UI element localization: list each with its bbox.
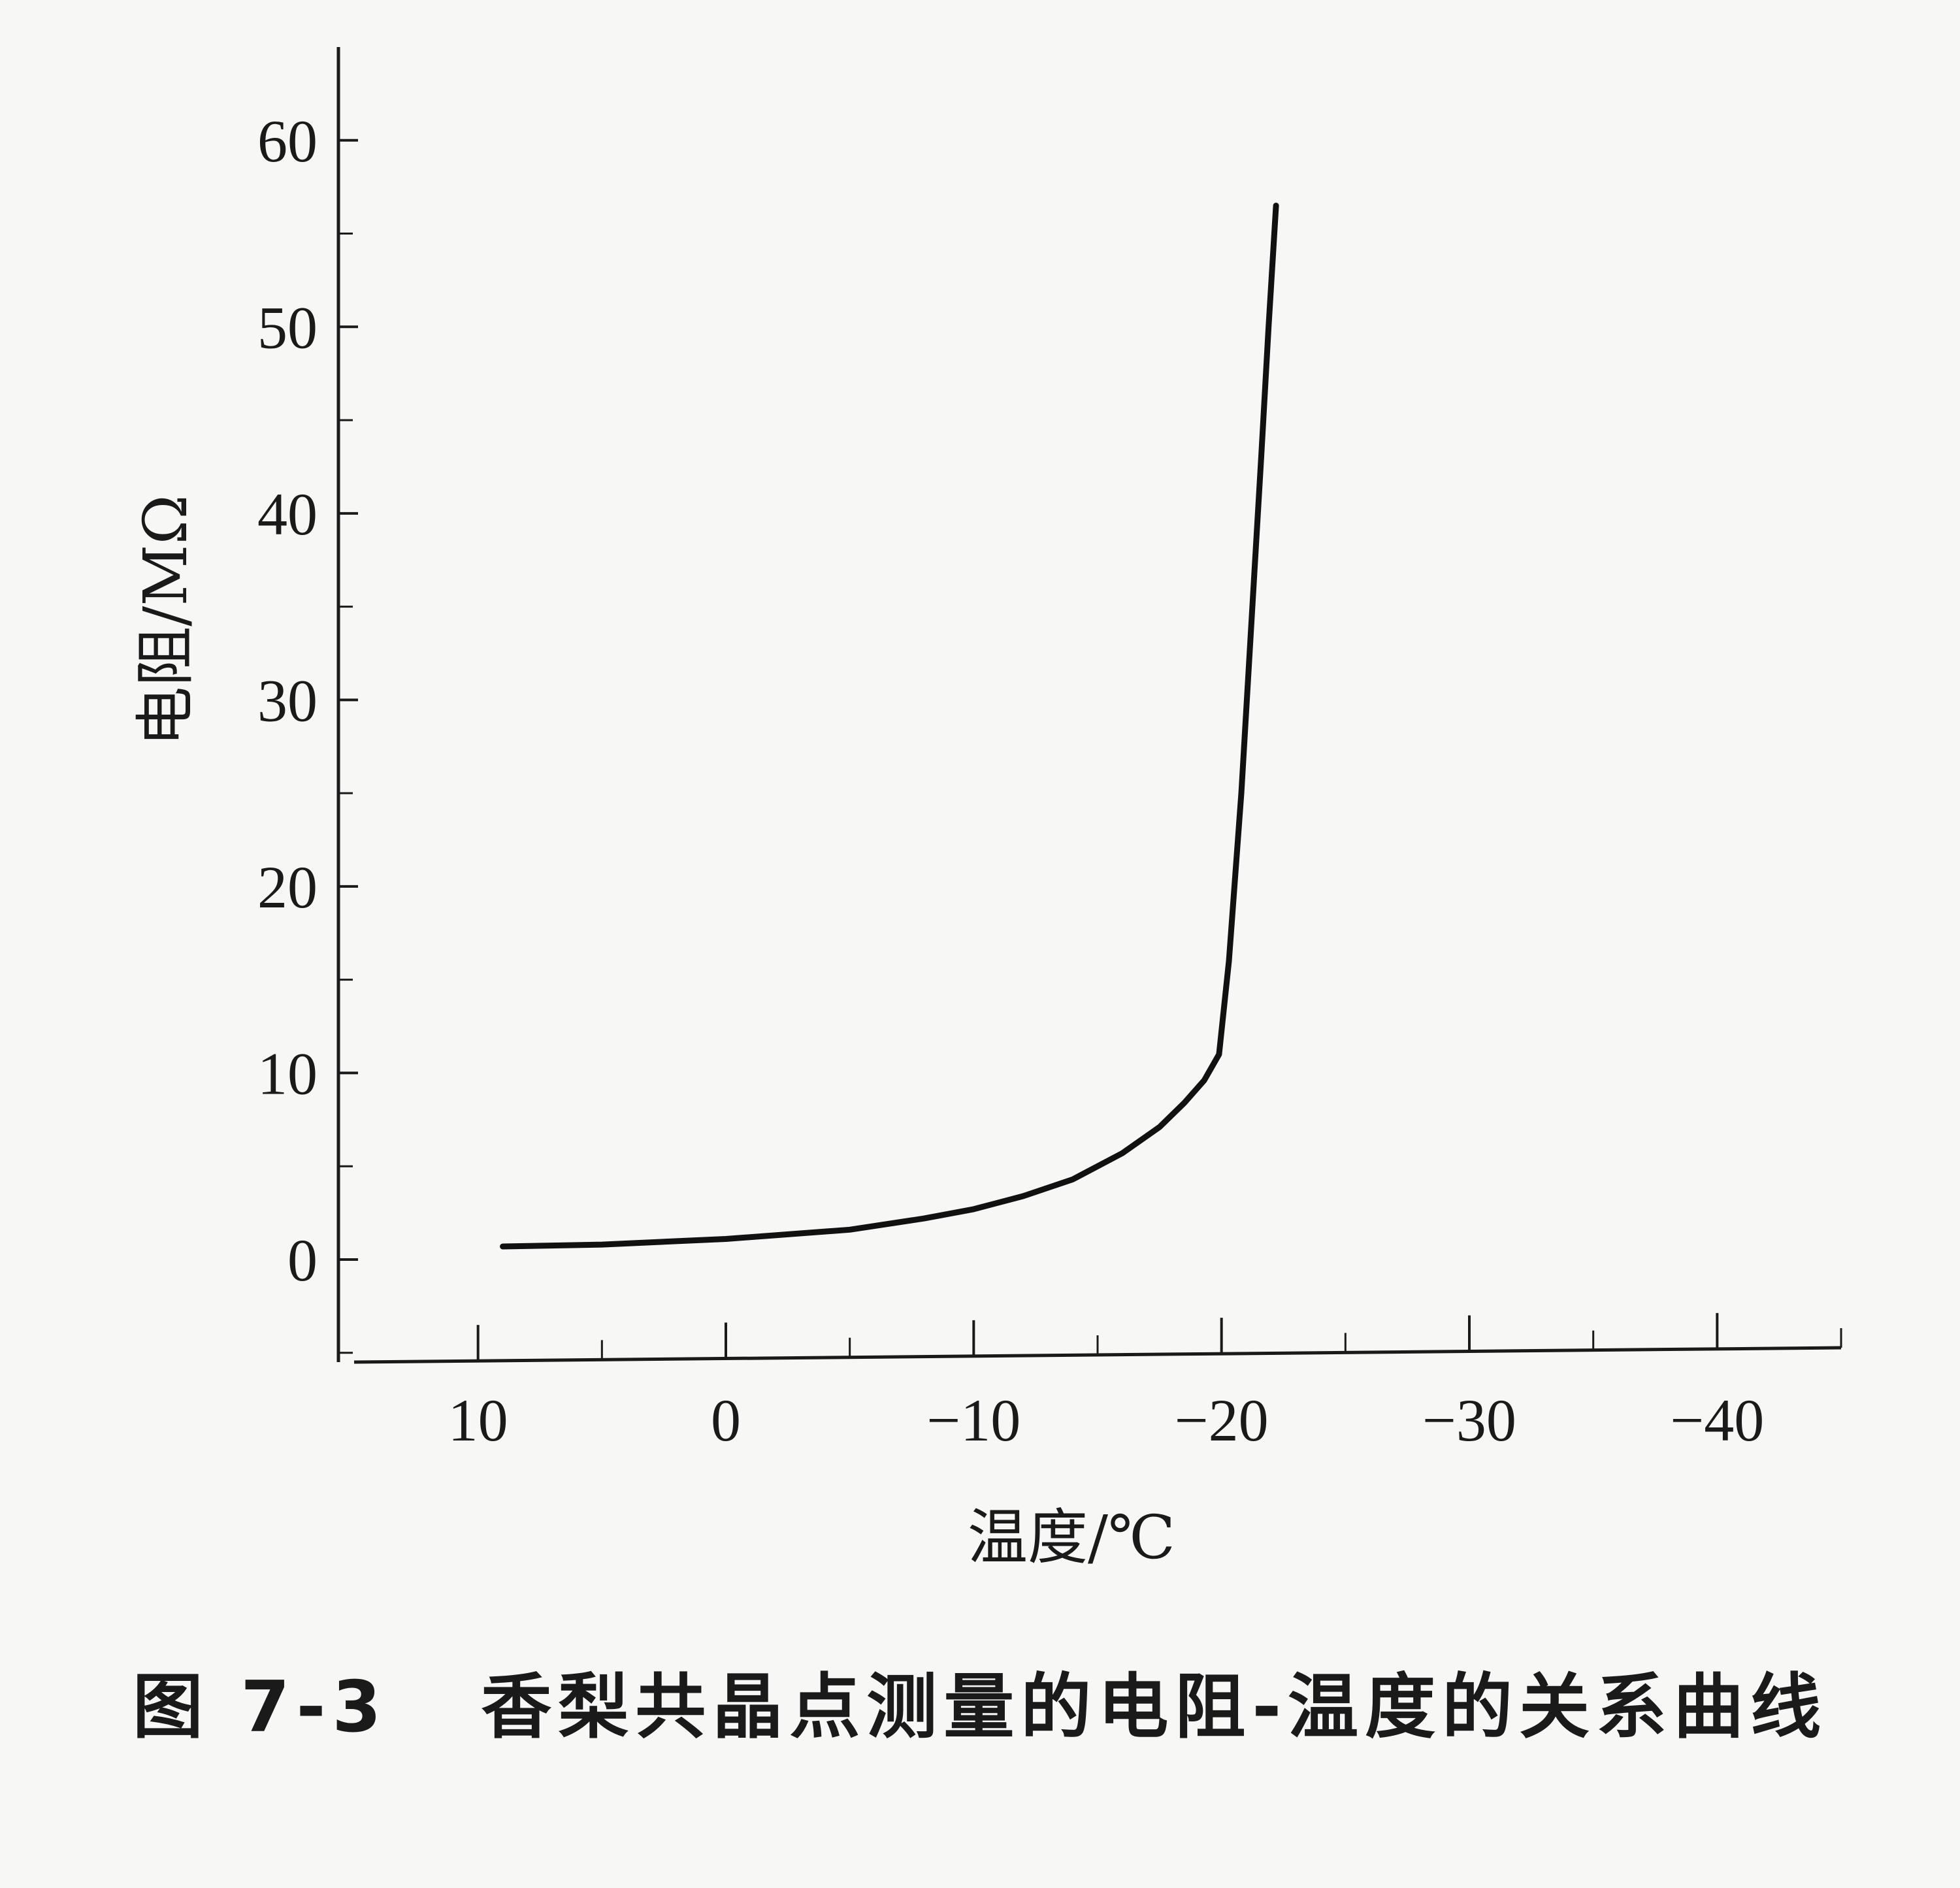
- y-tick-label-20: 20: [257, 854, 318, 920]
- y-axis-title: 电阻/MΩ: [131, 495, 201, 746]
- series-layer: [500, 203, 1279, 1250]
- y-tick-label-0: 0: [287, 1227, 318, 1294]
- y-tick-label-10: 10: [257, 1040, 318, 1107]
- x-tick-label-10: 10: [448, 1387, 508, 1454]
- x-tick-label--20: −20: [1175, 1387, 1269, 1454]
- x-tick-label--30: −30: [1422, 1387, 1516, 1454]
- y-tick-label-50: 50: [257, 294, 318, 361]
- ticks: 0 10 20 30 40 50 60 10 0 −10 −20 −30 −40: [257, 108, 1842, 1454]
- x-tick-label-0: 0: [711, 1387, 741, 1454]
- y-tick-label-30: 30: [257, 667, 318, 734]
- x-tick-label--10: −10: [926, 1387, 1021, 1454]
- x-axis-title: 温度/℃: [968, 1503, 1175, 1572]
- x-tick-label--40: −40: [1670, 1387, 1764, 1454]
- y-tick-label-60: 60: [257, 108, 318, 174]
- y-tick-label-40: 40: [257, 481, 318, 547]
- figure-caption: 图 7-3 香梨共晶点测量的电阻-温度的关系曲线: [133, 1667, 1827, 1748]
- series-line-0: [500, 203, 1279, 1250]
- axes: [336, 47, 1842, 1364]
